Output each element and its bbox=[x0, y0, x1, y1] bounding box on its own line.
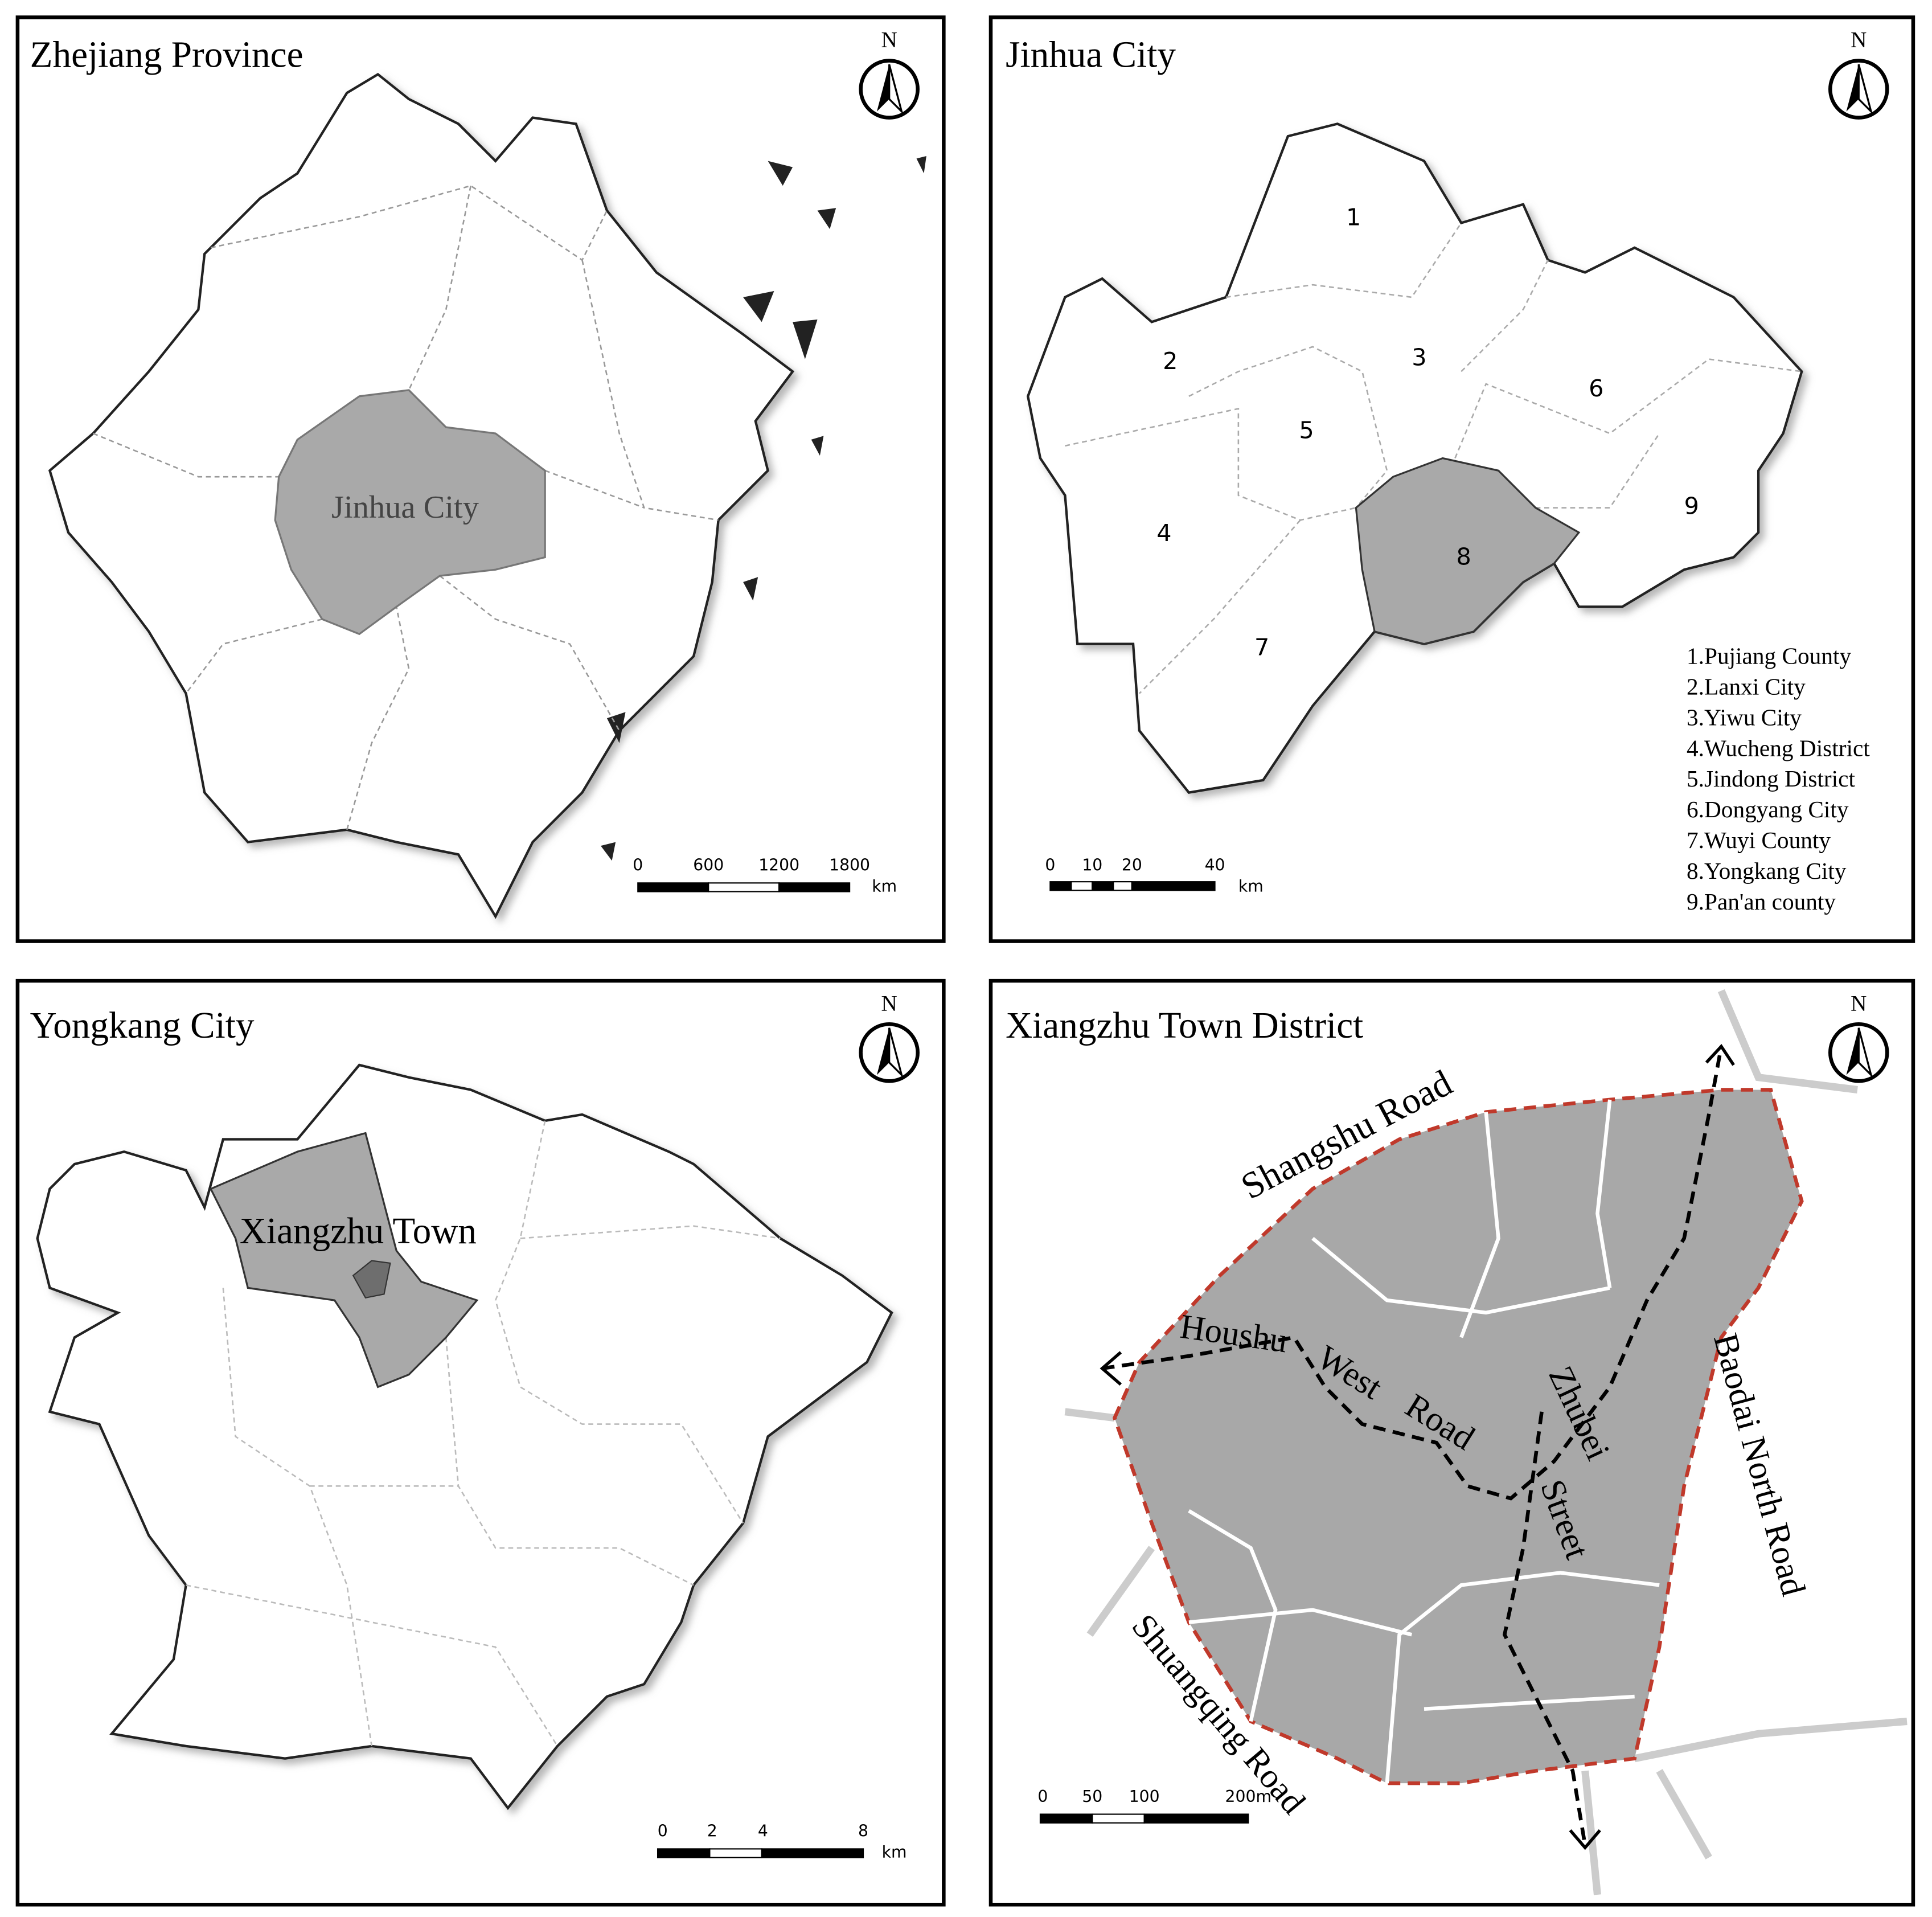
north-arrow bbox=[1830, 1024, 1887, 1081]
scale-label: 8 bbox=[858, 1822, 868, 1841]
scale-label: 0 bbox=[1037, 1787, 1048, 1806]
panel-frame bbox=[988, 15, 1915, 943]
north-arrow bbox=[1830, 61, 1887, 118]
panel-frame bbox=[988, 978, 1915, 1907]
legend-item: 6.Dongyang City bbox=[1687, 796, 1849, 822]
north-label: N bbox=[1851, 991, 1867, 1015]
region-number: 4 bbox=[1156, 519, 1171, 547]
region-number: 2 bbox=[1163, 347, 1178, 375]
scale-unit: km bbox=[872, 877, 897, 896]
district-map bbox=[1064, 989, 1908, 1895]
scale-label: 20 bbox=[1122, 856, 1142, 875]
scale-label: 200m bbox=[1225, 1787, 1271, 1806]
region-label: Jinhua City bbox=[331, 490, 479, 525]
region-number: 9 bbox=[1684, 492, 1699, 519]
legend-item: 9.Pan'an county bbox=[1687, 888, 1836, 915]
scale-label: 40 bbox=[1205, 856, 1225, 875]
scale-label: 1200 bbox=[758, 856, 799, 875]
scale-label: 0 bbox=[1045, 856, 1055, 875]
legend-item: 5.Jindong District bbox=[1687, 765, 1855, 792]
scale-label: 600 bbox=[693, 856, 724, 875]
north-label: N bbox=[1851, 28, 1867, 52]
legend-item: 7.Wuyi County bbox=[1687, 827, 1831, 853]
road-label: Baodai North Road bbox=[1706, 1329, 1812, 1600]
scale-label: 0 bbox=[633, 856, 643, 875]
scale-label: 4 bbox=[758, 1822, 768, 1841]
region-number: 7 bbox=[1254, 633, 1269, 661]
legend-item: 3.Yiwu City bbox=[1687, 704, 1802, 730]
scale-label: 0 bbox=[658, 1822, 668, 1841]
region-number: 8 bbox=[1456, 543, 1471, 571]
panel-title: Zhejiang Province bbox=[30, 34, 303, 75]
legend-item: 2.Lanxi City bbox=[1687, 673, 1806, 699]
north-label: N bbox=[881, 28, 897, 52]
panel-title: Xiangzhu Town District bbox=[1006, 1005, 1363, 1046]
legend-item: 4.Wucheng District bbox=[1687, 735, 1870, 761]
scale-unit: km bbox=[882, 1843, 907, 1862]
panel-title: Jinhua City bbox=[1006, 34, 1176, 75]
scale-label: 2 bbox=[707, 1822, 717, 1841]
zhejiang-map bbox=[48, 72, 926, 919]
panel-frame bbox=[15, 978, 946, 1907]
region-number: 6 bbox=[1589, 375, 1603, 402]
jinhua-map bbox=[1026, 122, 1803, 794]
scale-label: 1800 bbox=[829, 856, 870, 875]
north-arrow bbox=[861, 61, 918, 118]
scale-label: 100 bbox=[1129, 1787, 1160, 1806]
scale-label: 10 bbox=[1082, 856, 1102, 875]
yongkang-map bbox=[36, 1063, 893, 1810]
legend-item: 1.Pujiang County bbox=[1687, 642, 1851, 669]
north-label: N bbox=[881, 991, 897, 1015]
panel-frame bbox=[15, 15, 946, 943]
region-number: 5 bbox=[1299, 417, 1314, 444]
north-arrow bbox=[861, 1024, 918, 1081]
scale-label: 50 bbox=[1082, 1787, 1102, 1806]
region-number: 3 bbox=[1412, 343, 1426, 371]
legend-item: 8.Yongkang City bbox=[1687, 858, 1847, 884]
region-number: 1 bbox=[1346, 204, 1361, 231]
scale-unit: km bbox=[1238, 877, 1264, 896]
panel-title: Yongkang City bbox=[30, 1005, 255, 1046]
scale-bar bbox=[637, 881, 1249, 1858]
region-label: Xiangzhu Town bbox=[240, 1211, 477, 1252]
